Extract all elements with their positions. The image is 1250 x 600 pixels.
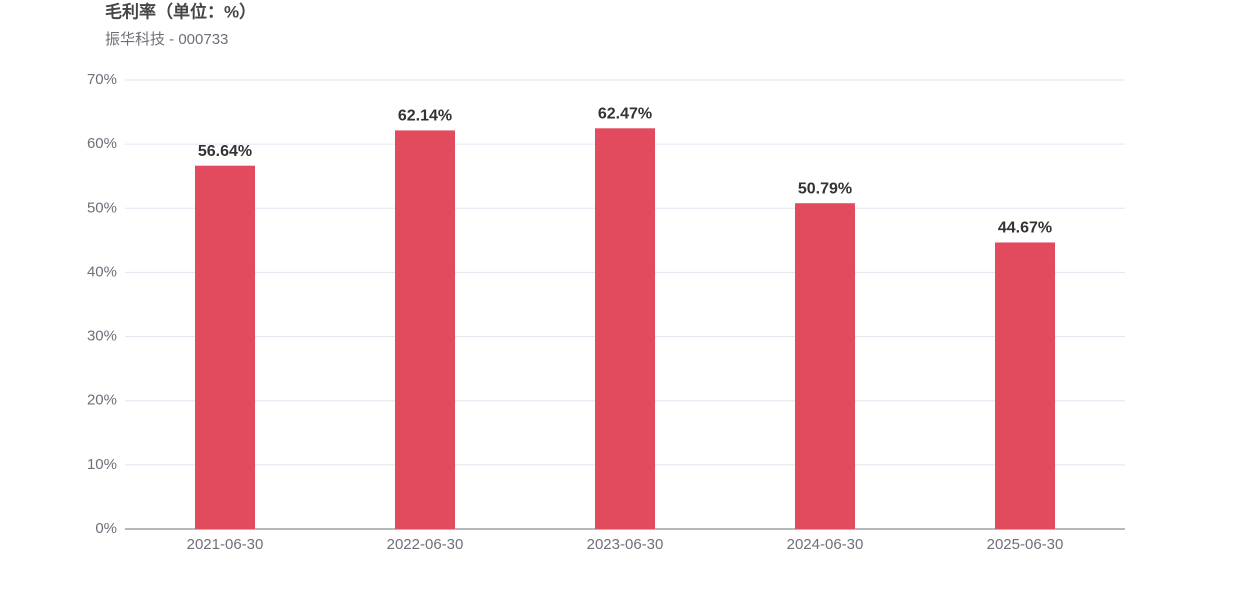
chart-subtitle: 振华科技 - 000733: [105, 31, 228, 48]
y-tick-label: 10%: [87, 456, 117, 473]
bar: [995, 242, 1055, 529]
bar: [795, 203, 855, 529]
y-tick-label: 30%: [87, 328, 117, 345]
x-tick-label: 2022-06-30: [387, 536, 464, 553]
data-label: 56.64%: [198, 143, 252, 160]
data-label: 62.14%: [398, 108, 452, 125]
y-tick-label: 40%: [87, 263, 117, 280]
x-tick-label: 2024-06-30: [787, 536, 864, 553]
data-label: 62.47%: [598, 106, 652, 123]
chart-title: 毛利率（单位：%）: [105, 1, 256, 21]
data-label: 44.67%: [998, 220, 1052, 237]
bar: [395, 130, 455, 529]
data-label: 50.79%: [798, 180, 852, 197]
bar: [195, 165, 255, 529]
y-tick-label: 60%: [87, 135, 117, 152]
y-tick-label: 70%: [87, 71, 117, 88]
y-tick-label: 20%: [87, 392, 117, 409]
y-tick-label: 50%: [87, 199, 117, 216]
y-tick-label: 0%: [95, 520, 117, 537]
x-tick-label: 2025-06-30: [987, 536, 1064, 553]
x-tick-label: 2021-06-30: [187, 536, 264, 553]
bar: [595, 128, 655, 530]
x-tick-label: 2023-06-30: [587, 536, 664, 553]
